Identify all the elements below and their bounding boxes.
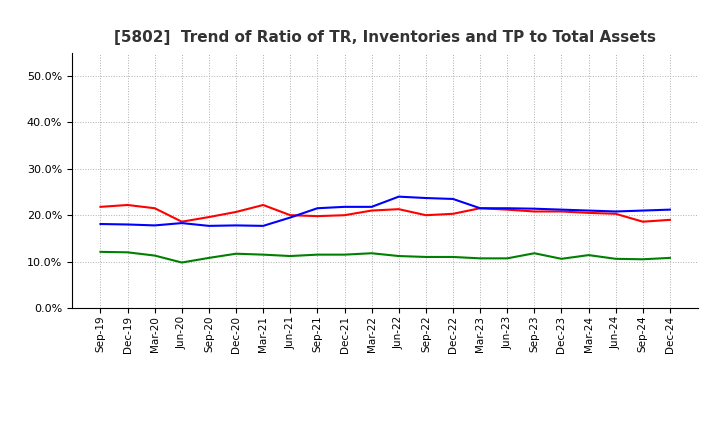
Trade Payables	[665, 255, 674, 260]
Line: Trade Payables: Trade Payables	[101, 252, 670, 263]
Trade Receivables	[204, 214, 213, 220]
Line: Trade Receivables: Trade Receivables	[101, 205, 670, 222]
Line: Inventories: Inventories	[101, 197, 670, 226]
Trade Receivables	[639, 219, 647, 224]
Inventories	[421, 195, 430, 201]
Inventories	[123, 222, 132, 227]
Inventories	[584, 208, 593, 213]
Inventories	[665, 207, 674, 212]
Legend: Trade Receivables, Inventories, Trade Payables: Trade Receivables, Inventories, Trade Pa…	[161, 437, 610, 440]
Trade Payables	[639, 257, 647, 262]
Trade Receivables	[611, 211, 620, 216]
Inventories	[476, 205, 485, 211]
Trade Receivables	[665, 217, 674, 223]
Inventories	[96, 221, 105, 227]
Inventories	[204, 223, 213, 228]
Trade Payables	[557, 256, 566, 261]
Inventories	[503, 205, 511, 211]
Inventories	[557, 207, 566, 212]
Trade Payables	[611, 256, 620, 261]
Inventories	[449, 196, 457, 202]
Title: [5802]  Trend of Ratio of TR, Inventories and TP to Total Assets: [5802] Trend of Ratio of TR, Inventories…	[114, 29, 656, 45]
Trade Receivables	[476, 205, 485, 211]
Inventories	[232, 223, 240, 228]
Trade Payables	[476, 256, 485, 261]
Inventories	[259, 223, 268, 228]
Inventories	[530, 206, 539, 211]
Trade Receivables	[449, 211, 457, 216]
Trade Receivables	[503, 207, 511, 212]
Trade Payables	[503, 256, 511, 261]
Trade Receivables	[341, 213, 349, 218]
Trade Receivables	[395, 206, 403, 212]
Inventories	[313, 205, 322, 211]
Trade Receivables	[96, 204, 105, 209]
Trade Receivables	[178, 219, 186, 224]
Trade Receivables	[421, 213, 430, 218]
Trade Payables	[96, 249, 105, 254]
Trade Payables	[178, 260, 186, 265]
Trade Payables	[150, 253, 159, 258]
Trade Receivables	[286, 213, 294, 218]
Trade Payables	[421, 254, 430, 260]
Trade Payables	[395, 253, 403, 259]
Inventories	[395, 194, 403, 199]
Inventories	[367, 204, 376, 209]
Inventories	[178, 220, 186, 226]
Trade Payables	[530, 251, 539, 256]
Trade Receivables	[232, 209, 240, 215]
Trade Receivables	[313, 213, 322, 219]
Inventories	[639, 208, 647, 213]
Trade Receivables	[123, 202, 132, 208]
Inventories	[286, 215, 294, 220]
Inventories	[341, 204, 349, 209]
Trade Payables	[232, 251, 240, 257]
Trade Payables	[341, 252, 349, 257]
Trade Payables	[313, 252, 322, 257]
Trade Payables	[123, 249, 132, 255]
Trade Payables	[584, 253, 593, 258]
Trade Payables	[259, 252, 268, 257]
Trade Receivables	[584, 210, 593, 216]
Trade Payables	[286, 253, 294, 259]
Inventories	[611, 209, 620, 214]
Trade Payables	[204, 255, 213, 260]
Trade Receivables	[367, 208, 376, 213]
Trade Payables	[367, 251, 376, 256]
Trade Payables	[449, 254, 457, 260]
Trade Receivables	[150, 205, 159, 211]
Trade Receivables	[259, 202, 268, 208]
Inventories	[150, 223, 159, 228]
Trade Receivables	[530, 209, 539, 214]
Trade Receivables	[557, 209, 566, 214]
